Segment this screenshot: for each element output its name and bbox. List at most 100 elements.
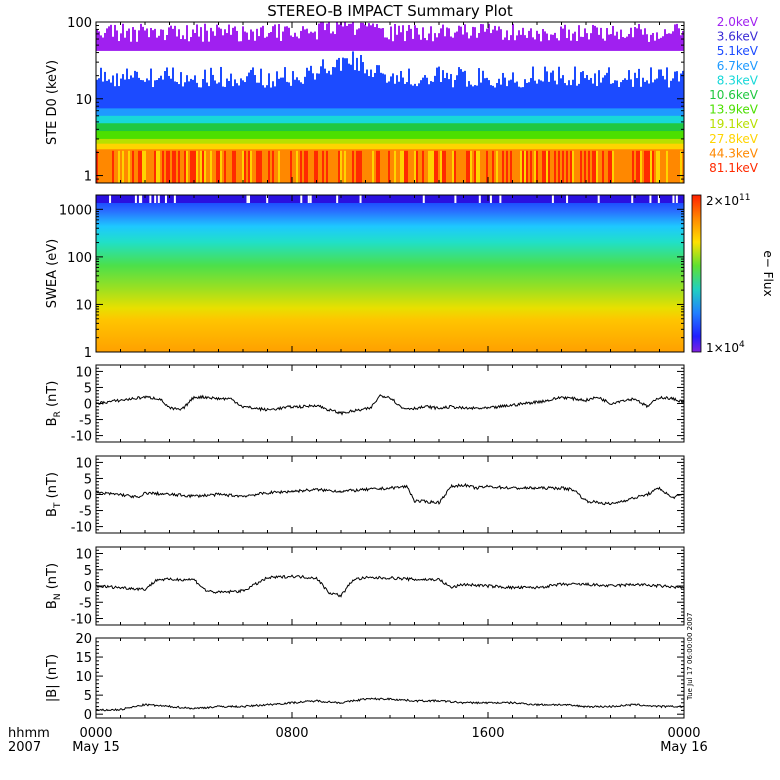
ste-flux-cell bbox=[96, 29, 98, 51]
ste-flux-cell bbox=[478, 68, 480, 109]
ste-flux-cell bbox=[482, 150, 484, 183]
ste-flux-cell bbox=[634, 150, 636, 183]
ste-flux-cell bbox=[206, 125, 208, 139]
ste-flux-cell bbox=[582, 71, 584, 109]
ste-flux-cell bbox=[490, 33, 492, 51]
ste-flux-cell bbox=[464, 24, 466, 51]
ste-flux-cell bbox=[294, 150, 296, 183]
ste-flux-cell bbox=[542, 102, 544, 116]
ste-flux-cell bbox=[492, 29, 494, 51]
ste-flux-cell bbox=[482, 139, 484, 160]
ste-flux-cell bbox=[396, 34, 398, 51]
ste-flux-cell bbox=[552, 150, 554, 183]
ste-flux-cell bbox=[568, 80, 570, 109]
ste-flux-cell bbox=[216, 150, 218, 183]
ste-flux-cell bbox=[430, 150, 432, 183]
ste-flux-cell bbox=[116, 139, 118, 150]
ste-flux-cell bbox=[418, 150, 420, 183]
swea-spectrogram-top bbox=[96, 195, 684, 203]
ste-flux-cell bbox=[276, 118, 278, 132]
ste-flux-cell bbox=[400, 150, 402, 183]
ste-flux-cell bbox=[628, 150, 630, 183]
ste-flux-cell bbox=[116, 73, 118, 109]
ste-flux-cell bbox=[252, 67, 254, 109]
br-trace bbox=[95, 394, 685, 416]
ste-flux-cell bbox=[372, 77, 374, 109]
ste-flux-cell bbox=[262, 116, 264, 132]
ste-flux-cell bbox=[308, 33, 310, 51]
ste-flux-cell bbox=[118, 86, 120, 109]
ste-flux-cell bbox=[410, 125, 412, 139]
ste-flux-cell bbox=[168, 75, 170, 109]
ste-flux-cell bbox=[422, 27, 424, 51]
swea-y-tick-label: 100 bbox=[67, 251, 92, 266]
ste-flux-cell bbox=[526, 139, 528, 160]
ste-flux-cell bbox=[602, 77, 604, 109]
ste-flux-cell bbox=[154, 80, 156, 109]
ste-flux-cell bbox=[624, 78, 626, 109]
ste-flux-cell bbox=[474, 27, 476, 51]
ste-flux-cell bbox=[540, 150, 542, 183]
ste-flux-cell bbox=[114, 86, 116, 109]
ste-flux-cell bbox=[406, 115, 408, 132]
swea-data-gap bbox=[422, 195, 425, 203]
ste-flux-cell bbox=[430, 101, 432, 116]
ste-flux-cell bbox=[508, 141, 510, 160]
ste-flux-cell bbox=[494, 150, 496, 183]
ste-flux-cell bbox=[594, 150, 596, 183]
ste-flux-cell bbox=[224, 150, 226, 183]
ste-flux-cell bbox=[106, 140, 108, 160]
ste-flux-cell bbox=[128, 28, 130, 51]
ste-flux-cell bbox=[362, 22, 364, 51]
ste-flux-cell bbox=[426, 150, 428, 183]
ste-flux-cell bbox=[658, 150, 660, 183]
x-axis-format-label: hhmm bbox=[8, 726, 50, 741]
ste-flux-cell bbox=[374, 27, 376, 51]
ste-flux-cell bbox=[584, 126, 586, 139]
ste-flux-cell bbox=[404, 41, 406, 51]
ste-flux-cell bbox=[660, 150, 662, 183]
ste-flux-cell bbox=[614, 35, 616, 51]
ste-flux-cell bbox=[212, 74, 214, 109]
ste-flux-cell bbox=[600, 150, 602, 183]
ste-flux-cell bbox=[604, 124, 606, 139]
ste-flux-cell bbox=[180, 124, 182, 139]
ste-flux-cell bbox=[538, 150, 540, 183]
ste-flux-cell bbox=[494, 124, 496, 139]
ste-flux-cell bbox=[250, 139, 252, 160]
ste-flux-cell bbox=[248, 72, 250, 109]
ste-flux-cell bbox=[186, 75, 188, 109]
ste-flux-cell bbox=[542, 139, 544, 160]
ste-flux-cell bbox=[608, 34, 610, 51]
ste-flux-cell bbox=[306, 150, 308, 183]
ste-flux-cell bbox=[524, 35, 526, 51]
ste-flux-cell bbox=[636, 28, 638, 51]
ste-flux-cell bbox=[152, 140, 154, 160]
ste-flux-cell bbox=[534, 139, 536, 160]
ste-flux-cell bbox=[112, 36, 114, 51]
ste-flux-cell bbox=[590, 33, 592, 51]
ste-flux-cell bbox=[270, 150, 272, 183]
ste-flux-cell bbox=[338, 57, 340, 109]
ste-flux-cell bbox=[550, 72, 552, 109]
ste-flux-cell bbox=[502, 123, 504, 139]
ste-flux-cell bbox=[620, 109, 622, 124]
ste-flux-cell bbox=[636, 78, 638, 109]
ste-flux-cell bbox=[136, 150, 138, 183]
ste-flux-cell bbox=[658, 69, 660, 109]
ste-flux-cell bbox=[302, 150, 304, 183]
ste-flux-cell bbox=[414, 25, 416, 51]
ste-flux-cell bbox=[172, 28, 174, 51]
ste-flux-cell bbox=[532, 37, 534, 51]
ste-flux-cell bbox=[576, 85, 578, 109]
ste-flux-cell bbox=[540, 41, 542, 51]
ste-flux-cell bbox=[392, 150, 394, 183]
ste-flux-cell bbox=[188, 140, 190, 160]
ste-flux-cell bbox=[214, 80, 216, 109]
ste-flux-cell bbox=[632, 86, 634, 109]
ste-flux-cell bbox=[194, 127, 196, 139]
ste-flux-cell bbox=[522, 27, 524, 51]
ste-flux-cell bbox=[666, 33, 668, 51]
ste-legend-entry: 6.7keV bbox=[717, 59, 759, 73]
